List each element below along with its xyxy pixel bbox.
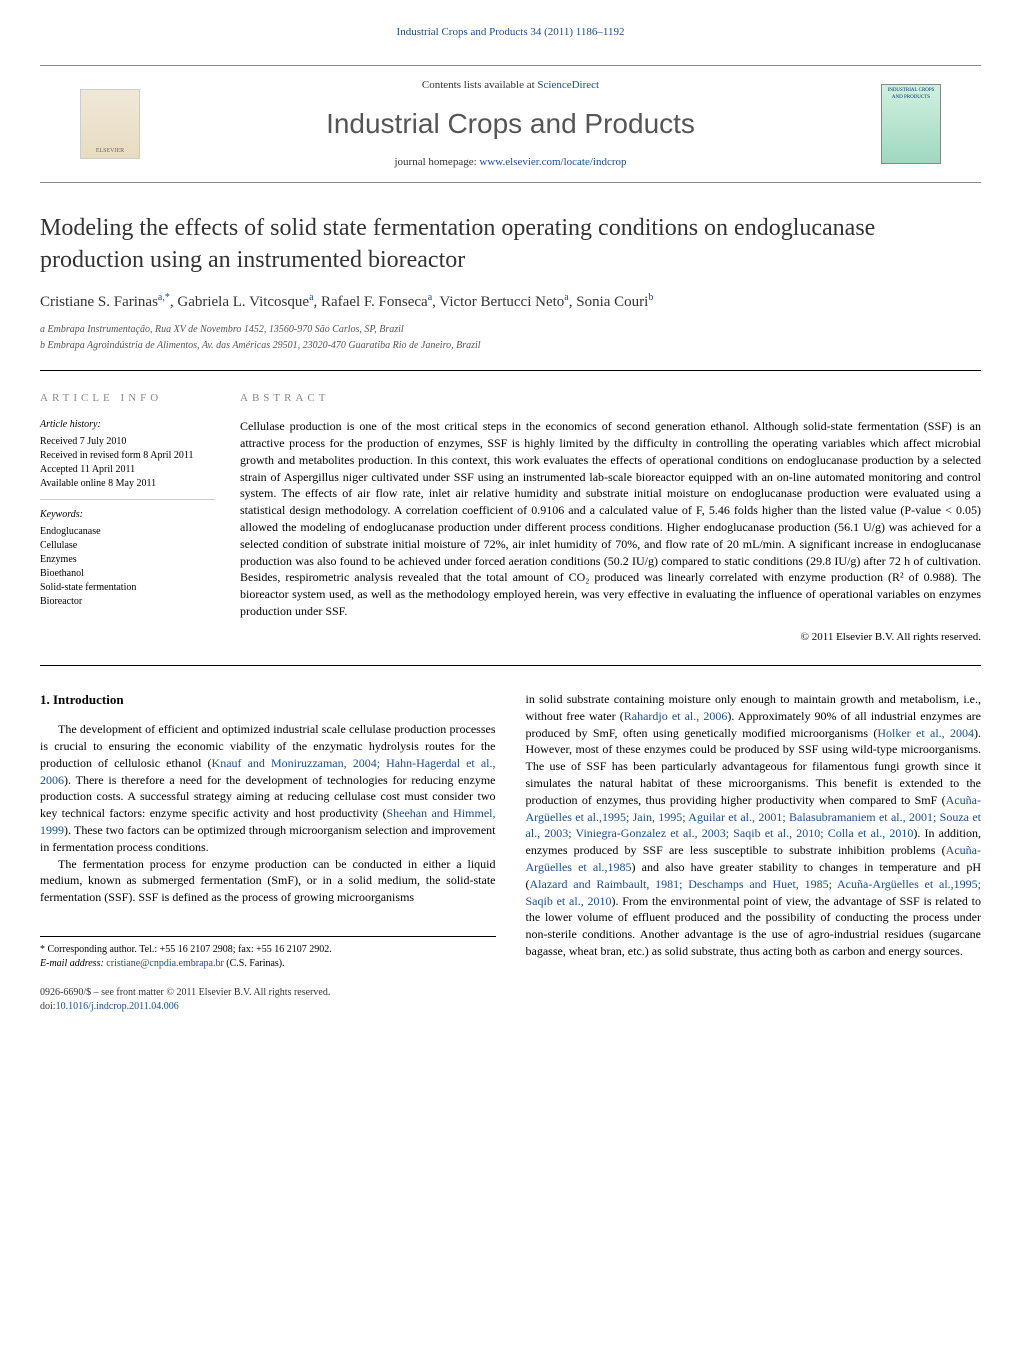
history-line: Received 7 July 2010 bbox=[40, 435, 215, 449]
article-info: ARTICLE INFO Article history: Received 7… bbox=[40, 391, 240, 645]
bottom-refs: 0926-6690/$ – see front matter © 2011 El… bbox=[0, 971, 1021, 1044]
homepage-link[interactable]: www.elsevier.com/locate/indcrop bbox=[479, 156, 626, 168]
doi-label: doi: bbox=[40, 1001, 56, 1012]
elsevier-logo: ELSEVIER bbox=[80, 89, 140, 159]
section-number: 1. bbox=[40, 692, 50, 707]
citation[interactable]: Alazard and Raimbault, 1981; Deschamps a… bbox=[526, 877, 982, 908]
footnote-area: * Corresponding author. Tel.: +55 16 210… bbox=[40, 936, 496, 971]
history-subhead: Article history: bbox=[40, 418, 215, 432]
email-label: E-mail address: bbox=[40, 958, 106, 969]
info-abstract-row: ARTICLE INFO Article history: Received 7… bbox=[40, 371, 981, 666]
header-center: Contents lists available at ScienceDirec… bbox=[140, 78, 881, 170]
keyword: Bioethanol bbox=[40, 567, 215, 581]
affiliations: a Embrapa Instrumentação, Rua XV de Nove… bbox=[40, 323, 981, 371]
doi-link[interactable]: 10.1016/j.indcrop.2011.04.006 bbox=[56, 1001, 179, 1012]
page-header: Industrial Crops and Products 34 (2011) … bbox=[0, 0, 1021, 65]
keywords-block: Keywords: EndoglucanaseCellulaseEnzymesB… bbox=[40, 508, 215, 609]
homepage-line: journal homepage: www.elsevier.com/locat… bbox=[140, 155, 881, 170]
history-line: Accepted 11 April 2011 bbox=[40, 463, 215, 477]
section-title: Introduction bbox=[53, 692, 124, 707]
citation[interactable]: Acuña-Argüelles et al.,1995; Jain, 1995;… bbox=[526, 793, 982, 841]
citation[interactable]: Acuña-Argüelles et al.,1985 bbox=[526, 843, 982, 874]
keyword: Solid-state fermentation bbox=[40, 581, 215, 595]
keywords-subhead: Keywords: bbox=[40, 508, 215, 522]
doi-line: doi:10.1016/j.indcrop.2011.04.006 bbox=[40, 1000, 981, 1014]
citation[interactable]: Holker et al., 2004 bbox=[877, 726, 974, 740]
citation[interactable]: Sheehan and Himmel, 1999 bbox=[40, 806, 496, 837]
keyword: Bioreactor bbox=[40, 595, 215, 609]
contents-line: Contents lists available at ScienceDirec… bbox=[140, 78, 881, 93]
sciencedirect-link[interactable]: ScienceDirect bbox=[537, 79, 599, 91]
affiliation: b Embrapa Agroindústria de Alimentos, Av… bbox=[40, 339, 981, 353]
keyword: Cellulase bbox=[40, 539, 215, 553]
column-right: in solid substrate containing moisture o… bbox=[526, 691, 982, 971]
contents-prefix: Contents lists available at bbox=[422, 79, 537, 91]
body-paragraph: The fermentation process for enzyme prod… bbox=[40, 856, 496, 906]
journal-name: Industrial Crops and Products bbox=[140, 104, 881, 143]
body-paragraph: in solid substrate containing moisture o… bbox=[526, 691, 982, 960]
header-bar: ELSEVIER Contents lists available at Sci… bbox=[40, 65, 981, 183]
citation[interactable]: Knauf and Moniruzzaman, 2004; Hahn-Hager… bbox=[40, 756, 496, 787]
section-heading-intro: 1. Introduction bbox=[40, 691, 496, 709]
corresponding-author: * Corresponding author. Tel.: +55 16 210… bbox=[40, 943, 496, 957]
abstract-heading: ABSTRACT bbox=[240, 391, 981, 406]
homepage-prefix: journal homepage: bbox=[394, 156, 479, 168]
article-title: Modeling the effects of solid state ferm… bbox=[0, 183, 1021, 290]
body-columns: 1. Introduction The development of effic… bbox=[0, 691, 1021, 971]
abstract: ABSTRACT Cellulase production is one of … bbox=[240, 391, 981, 645]
article-info-heading: ARTICLE INFO bbox=[40, 391, 215, 406]
affiliation: a Embrapa Instrumentação, Rua XV de Nove… bbox=[40, 323, 981, 337]
keyword: Enzymes bbox=[40, 553, 215, 567]
copyright-line: © 2011 Elsevier B.V. All rights reserved… bbox=[240, 630, 981, 645]
journal-reference: Industrial Crops and Products 34 (2011) … bbox=[40, 25, 981, 40]
issn-line: 0926-6690/$ – see front matter © 2011 El… bbox=[40, 986, 981, 1000]
journal-cover-thumb: INDUSTRIAL CROPS AND PRODUCTS bbox=[881, 84, 941, 164]
body-paragraph: The development of efficient and optimiz… bbox=[40, 721, 496, 855]
email-line: E-mail address: cristiane@cnpdia.embrapa… bbox=[40, 957, 496, 971]
history-line: Received in revised form 8 April 2011 bbox=[40, 449, 215, 463]
authors-list: Cristiane S. Farinasa,*, Gabriela L. Vit… bbox=[0, 291, 1021, 323]
abstract-text: Cellulase production is one of the most … bbox=[240, 418, 981, 620]
email-link[interactable]: cristiane@cnpdia.embrapa.br bbox=[106, 958, 224, 969]
column-left: 1. Introduction The development of effic… bbox=[40, 691, 496, 971]
email-suffix: (C.S. Farinas). bbox=[224, 958, 285, 969]
history-line: Available online 8 May 2011 bbox=[40, 477, 215, 491]
citation[interactable]: Rahardjo et al., 2006 bbox=[624, 709, 728, 723]
keyword: Endoglucanase bbox=[40, 525, 215, 539]
article-history-block: Article history: Received 7 July 2010Rec… bbox=[40, 418, 215, 500]
